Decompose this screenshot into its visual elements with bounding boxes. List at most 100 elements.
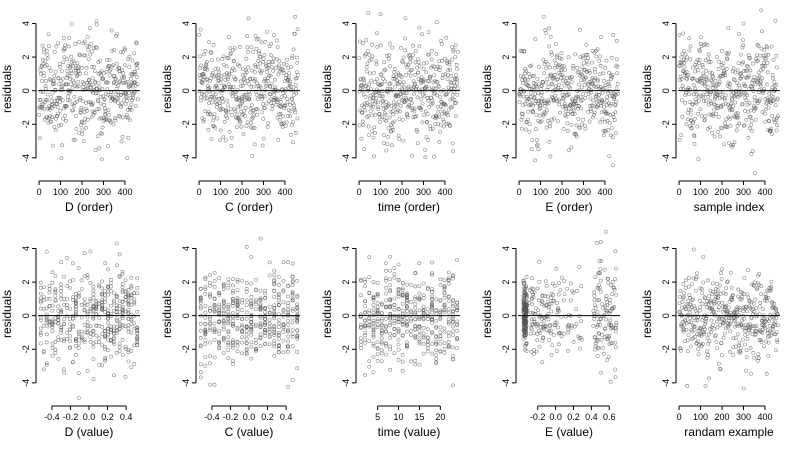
- residual-point: [235, 316, 240, 321]
- residual-point: [723, 315, 728, 320]
- residual-point: [405, 115, 410, 120]
- residual-point: [592, 113, 596, 117]
- residual-point: [690, 282, 694, 286]
- residual-point: [417, 291, 422, 296]
- residual-point: [723, 73, 728, 77]
- residual-point: [388, 289, 393, 294]
- residual-point: [452, 86, 456, 91]
- residual-point: [211, 43, 216, 47]
- residual-point: [244, 325, 249, 329]
- residual-point: [693, 277, 698, 281]
- residual-point: [253, 77, 258, 82]
- residual-point: [742, 328, 747, 333]
- residual-point: [120, 282, 125, 286]
- residual-point: [528, 95, 533, 99]
- residual-point: [90, 49, 94, 54]
- residual-point: [728, 103, 733, 108]
- residual-point: [682, 65, 687, 70]
- residual-point: [106, 326, 110, 331]
- residual-point: [717, 305, 721, 310]
- residual-point: [554, 301, 559, 305]
- residual-point: [412, 106, 417, 111]
- residual-point: [396, 94, 400, 99]
- residual-point: [392, 275, 397, 280]
- residual-point: [430, 287, 434, 291]
- residual-point: [680, 305, 684, 310]
- residual-point: [597, 92, 601, 97]
- residual-point: [112, 373, 116, 378]
- residual-point: [711, 323, 715, 327]
- residual-point: [256, 59, 261, 63]
- residual-point: [361, 92, 366, 97]
- residual-point: [47, 319, 52, 324]
- residual-point: [363, 323, 367, 328]
- y-tick-label: 0: [501, 313, 511, 318]
- residual-point: [417, 64, 422, 68]
- residual-point: [62, 317, 67, 322]
- residual-point: [426, 52, 430, 57]
- residual-point: [255, 97, 260, 102]
- residual-point: [212, 309, 217, 314]
- residual-point: [106, 267, 110, 272]
- y-tick-label: -4: [181, 379, 191, 387]
- residual-point: [610, 135, 615, 139]
- residual-point: [527, 129, 532, 134]
- residual-point: [408, 56, 412, 61]
- residual-point: [71, 325, 75, 329]
- residual-point: [267, 330, 272, 334]
- residual-point: [235, 349, 240, 354]
- residual-point: [425, 287, 430, 291]
- residual-point: [430, 260, 434, 265]
- residual-point: [765, 330, 770, 335]
- x-tick-label: 400: [117, 187, 132, 197]
- residual-point: [430, 351, 434, 356]
- residual-point: [359, 346, 363, 350]
- residual-point: [571, 108, 576, 112]
- residual-point: [529, 286, 534, 291]
- residual-point: [292, 107, 297, 112]
- residual-point: [276, 137, 281, 142]
- residual-point: [696, 157, 701, 162]
- residual-point: [290, 320, 295, 325]
- residual-point: [68, 334, 72, 338]
- residual-point: [769, 279, 774, 284]
- residual-point: [725, 124, 730, 129]
- residual-point: [737, 305, 742, 310]
- residual-point: [694, 101, 699, 106]
- residual-point: [559, 68, 564, 73]
- residual-point: [76, 396, 81, 400]
- residual-point: [421, 342, 426, 346]
- residual-point: [283, 89, 288, 94]
- residual-point: [742, 123, 746, 128]
- residual-point: [421, 304, 426, 309]
- residual-point: [564, 109, 569, 114]
- residual-point: [126, 350, 131, 354]
- residual-point: [577, 88, 582, 92]
- residual-point: [106, 316, 110, 320]
- residual-point: [405, 345, 409, 350]
- residual-point: [269, 81, 274, 86]
- residual-point: [56, 123, 61, 128]
- residual-point: [435, 115, 439, 120]
- residual-point: [718, 367, 723, 372]
- residual-point: [437, 59, 442, 64]
- residual-point: [731, 66, 736, 71]
- residual-point: [208, 280, 212, 285]
- residual-point: [437, 68, 442, 72]
- residual-point: [598, 240, 603, 244]
- residual-point: [126, 359, 131, 364]
- residual-point: [699, 325, 704, 330]
- residual-point: [701, 74, 706, 78]
- residual-point: [85, 324, 90, 328]
- residual-point: [96, 99, 100, 104]
- residual-point: [235, 112, 240, 117]
- residual-point: [221, 321, 226, 326]
- residual-point: [414, 114, 419, 118]
- residual-point: [244, 336, 249, 341]
- residual-point: [290, 296, 295, 301]
- residual-point: [295, 27, 300, 32]
- residual-point: [293, 83, 298, 87]
- residual-point: [198, 304, 203, 309]
- residual-point: [272, 341, 277, 346]
- residual-point: [580, 73, 585, 78]
